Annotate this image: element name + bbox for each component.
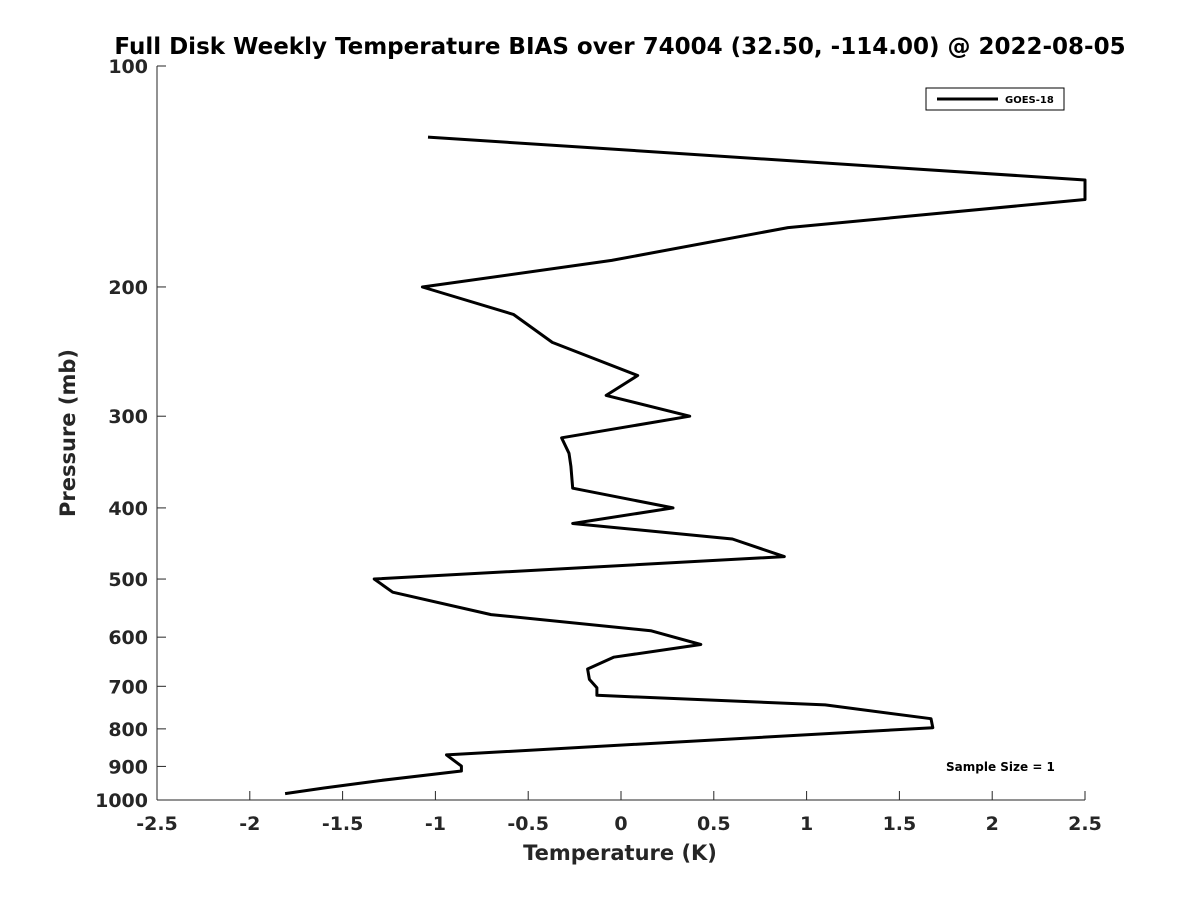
- y-tick-label: 100: [108, 56, 148, 78]
- x-tick-label: -0.5: [507, 813, 549, 835]
- x-tick-label: -1: [425, 813, 446, 835]
- y-tick-label: 200: [108, 277, 148, 299]
- y-tick-label: 1000: [95, 790, 148, 812]
- y-axis-label: Pressure (mb): [56, 349, 80, 517]
- legend: GOES-18: [925, 87, 1065, 111]
- y-tick-label: 600: [108, 627, 148, 649]
- series-line-goes-18: [284, 135, 1087, 796]
- y-tick-label: 900: [108, 756, 148, 778]
- x-axis: -2.5 -2 -1.5 -1 -0.5 0 0.5 1 1.5 2 2.5: [136, 791, 1102, 835]
- y-tick-label: 700: [108, 676, 148, 698]
- x-tick-label: 2: [986, 813, 999, 835]
- x-tick-label: -2: [239, 813, 260, 835]
- x-tick-label: 1.5: [883, 813, 917, 835]
- x-tick-label: 0: [614, 813, 627, 835]
- x-tick-label: -2.5: [136, 813, 178, 835]
- y-tick-label: 300: [108, 406, 148, 428]
- x-axis-label: Temperature (K): [523, 841, 717, 865]
- x-tick-label: -1.5: [322, 813, 364, 835]
- x-tick-label: 0.5: [697, 813, 731, 835]
- x-tick-label: 2.5: [1068, 813, 1102, 835]
- y-tick-label: 400: [108, 498, 148, 520]
- series-group: [284, 135, 1087, 796]
- y-tick-label: 800: [108, 719, 148, 741]
- x-tick-label: 1: [800, 813, 813, 835]
- chart-title: Full Disk Weekly Temperature BIAS over 7…: [114, 34, 1125, 60]
- sample-size-annotation: Sample Size = 1: [946, 760, 1055, 774]
- y-tick-label: 500: [108, 569, 148, 591]
- legend-entry-label: GOES-18: [1005, 95, 1054, 106]
- y-axis: 100 200 300 400 500 600 700 800 900 1000: [95, 56, 166, 812]
